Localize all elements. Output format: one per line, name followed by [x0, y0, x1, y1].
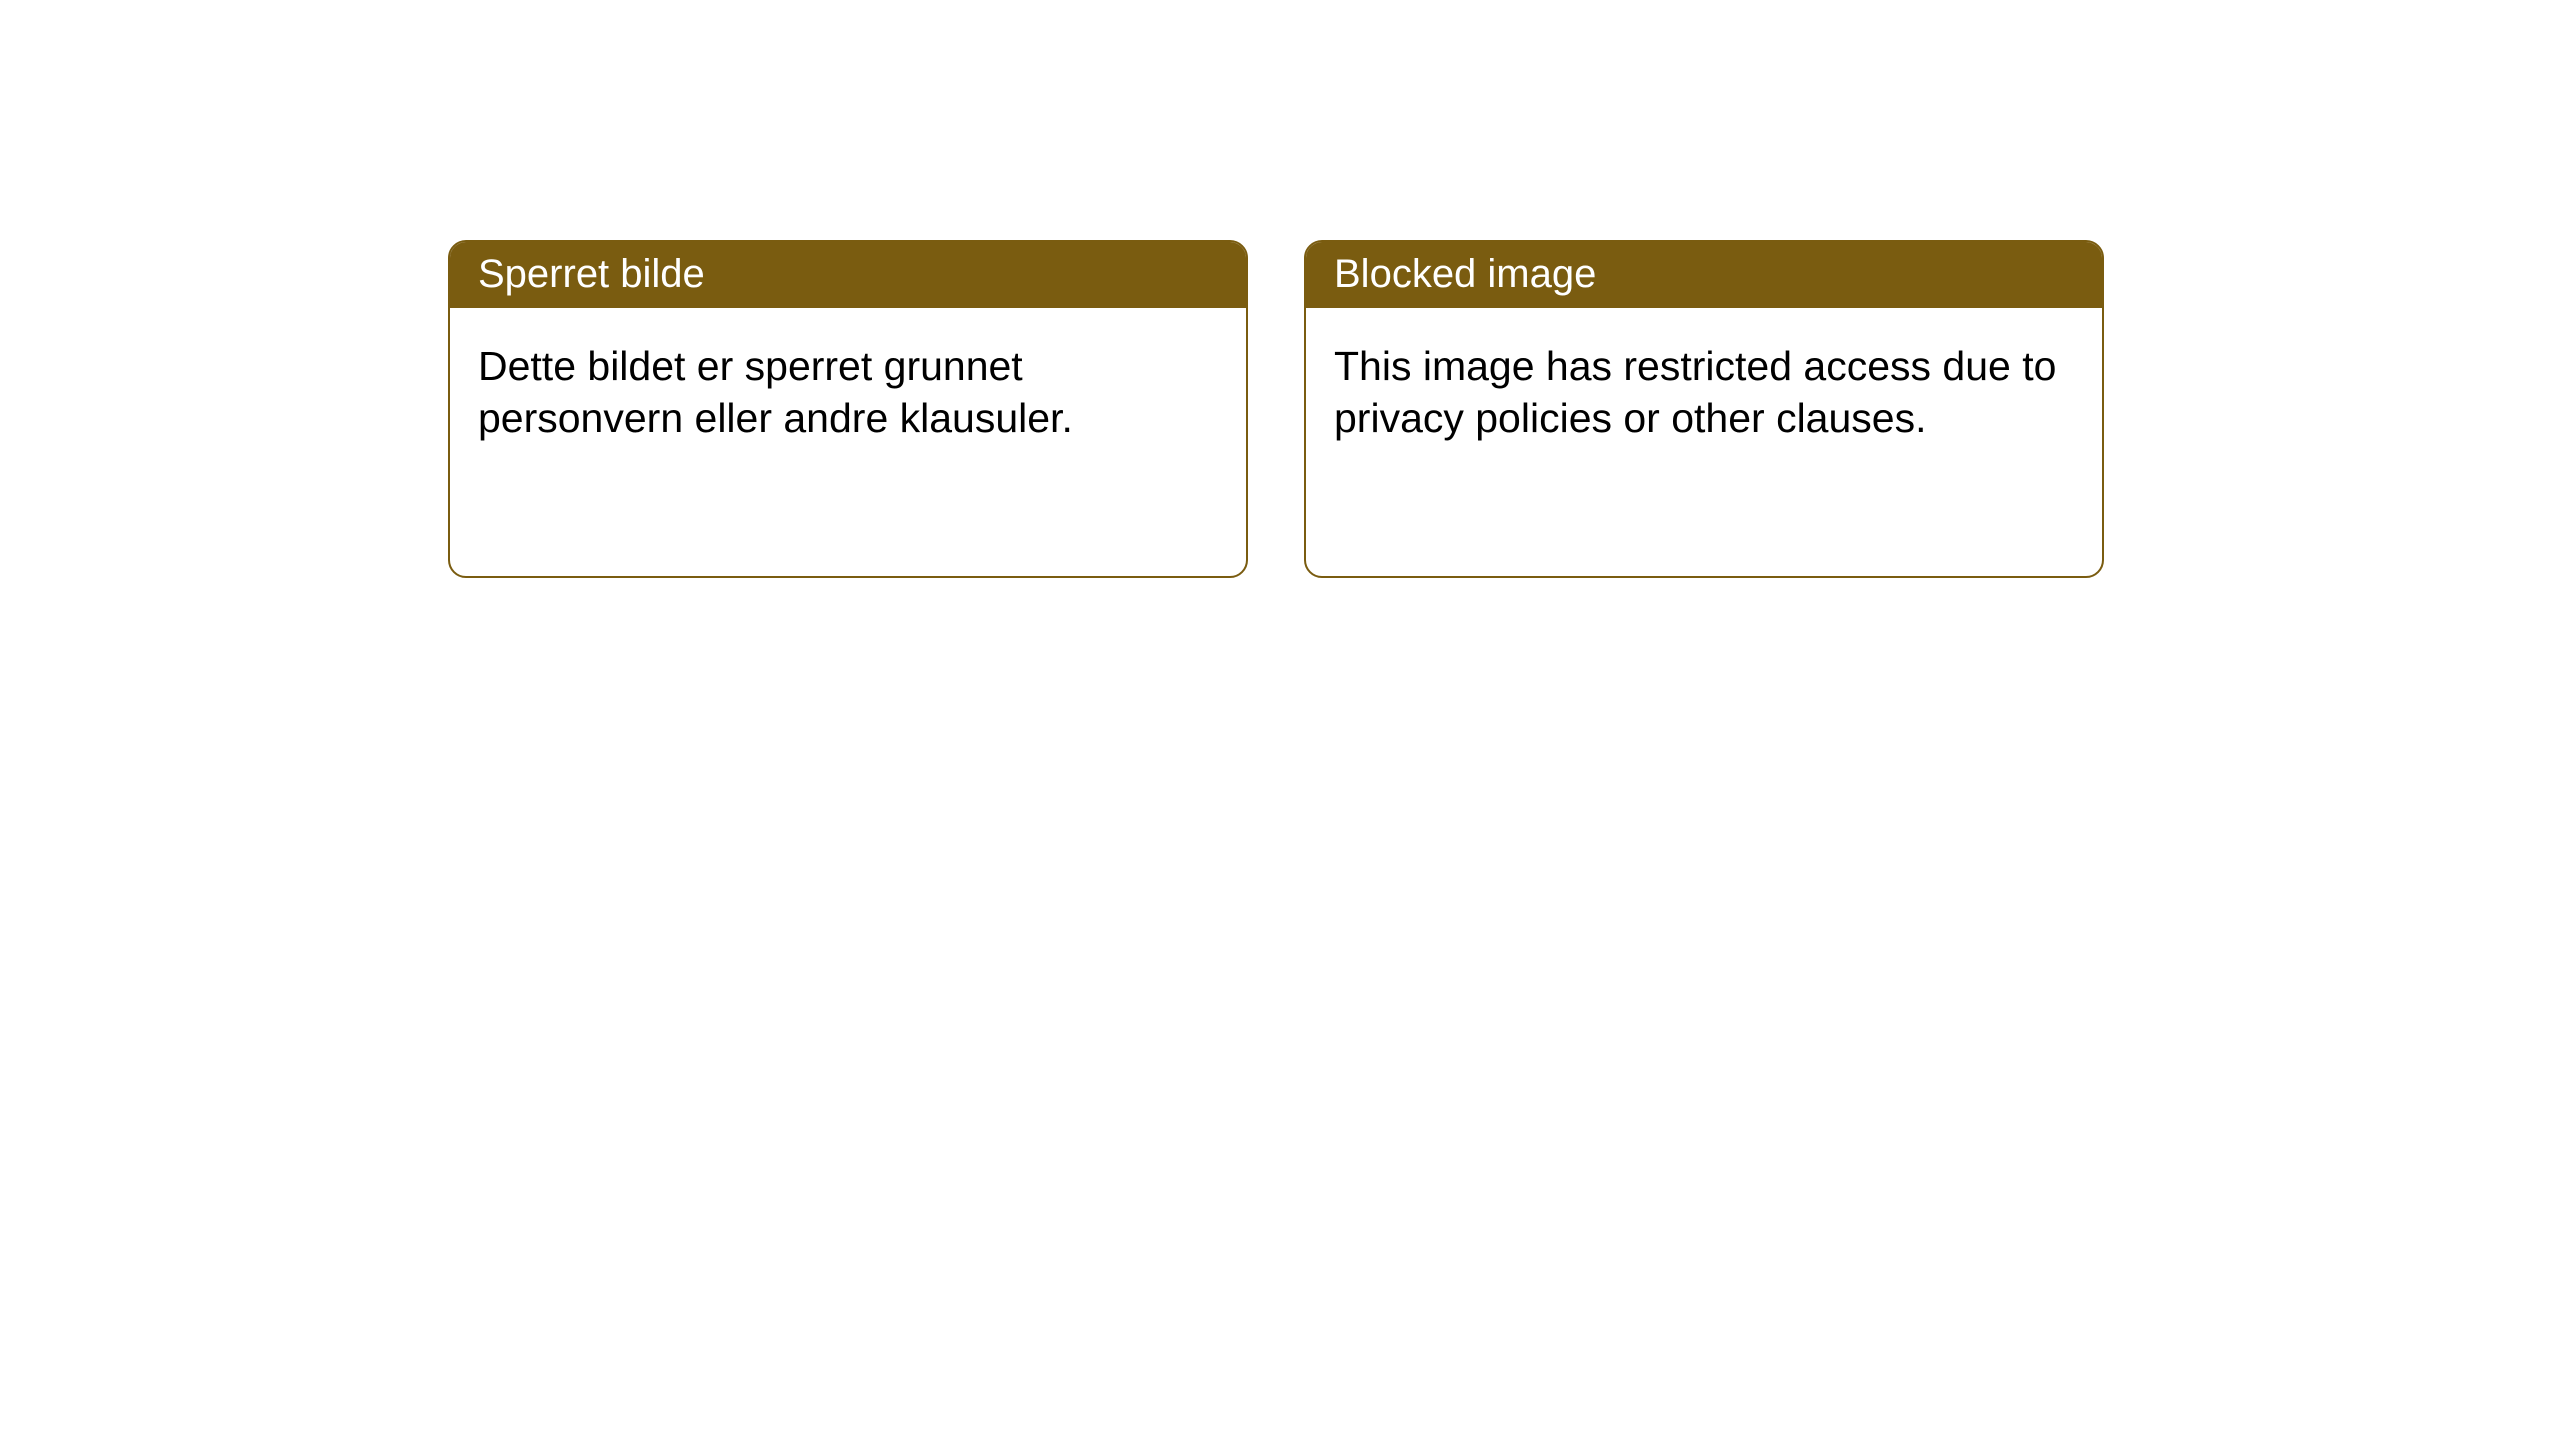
- card-body-no: Dette bildet er sperret grunnet personve…: [450, 308, 1246, 477]
- card-header-en: Blocked image: [1306, 242, 2102, 308]
- notice-container: Sperret bilde Dette bildet er sperret gr…: [0, 0, 2560, 578]
- card-header-no: Sperret bilde: [450, 242, 1246, 308]
- blocked-image-card-en: Blocked image This image has restricted …: [1304, 240, 2104, 578]
- card-body-en: This image has restricted access due to …: [1306, 308, 2102, 477]
- blocked-image-card-no: Sperret bilde Dette bildet er sperret gr…: [448, 240, 1248, 578]
